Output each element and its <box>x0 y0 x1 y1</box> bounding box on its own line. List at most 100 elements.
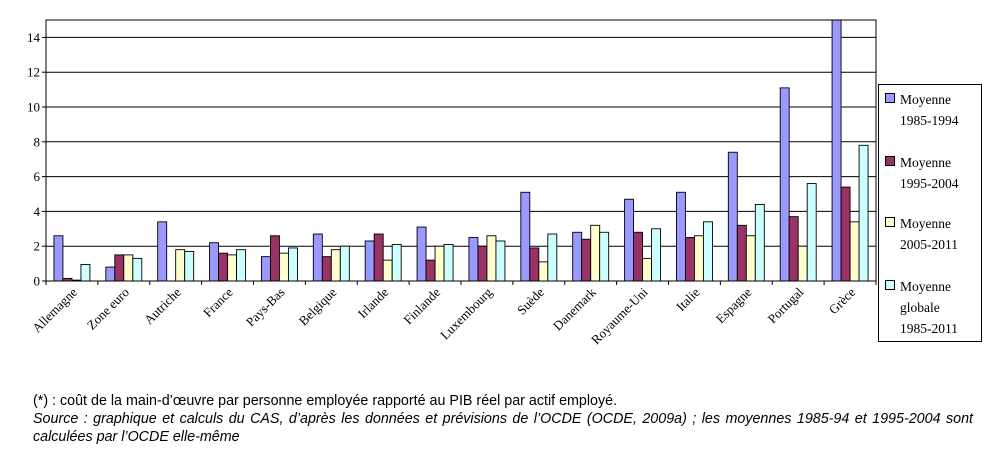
bar <box>702 221 713 282</box>
x-tick-label: Finlande <box>400 284 443 327</box>
bar <box>468 237 479 282</box>
bar <box>330 249 341 282</box>
bar <box>269 235 280 282</box>
bar <box>321 256 332 282</box>
caption-note: (*) : coût de la main-d’œuvre par person… <box>33 393 618 409</box>
bar <box>416 226 427 282</box>
bar <box>520 191 531 282</box>
x-tick-label: Suède <box>514 284 547 317</box>
bar <box>114 254 125 282</box>
legend-label: Moyenne 2005-2011 <box>900 216 958 252</box>
bar <box>590 224 601 282</box>
x-tick-label: Irlande <box>355 284 392 321</box>
legend-swatch <box>885 156 895 166</box>
bar <box>443 244 454 282</box>
y-tick-label: 6 <box>34 169 41 184</box>
x-tick-label: Pays-Bas <box>243 285 288 330</box>
bar <box>547 233 558 282</box>
bar <box>434 245 445 282</box>
bar <box>80 264 91 282</box>
y-tick-label: 14 <box>27 30 41 45</box>
bar <box>727 151 738 282</box>
bar <box>788 216 799 282</box>
legend-swatch <box>885 280 895 290</box>
bar <box>599 231 610 282</box>
bar <box>382 259 393 282</box>
bar <box>642 257 653 282</box>
figure-caption: (*) : coût de la main-d’œuvre par person… <box>33 392 973 446</box>
bar <box>736 224 747 282</box>
legend-label: Moyenne 1985-1994 <box>900 92 959 128</box>
bar <box>538 261 549 282</box>
x-tick-label: Belgique <box>296 284 340 328</box>
y-tick-label: 8 <box>34 134 41 149</box>
bar <box>209 242 220 282</box>
x-tick-label: Zone euro <box>84 285 132 333</box>
legend-swatch <box>885 93 895 103</box>
caption-source: Source : graphique et calculs du CAS, d’… <box>33 411 973 445</box>
legend: Moyenne 1985-1994 Moyenne 1995-2004 Moye… <box>878 84 982 342</box>
legend-label: Moyenne 1995-2004 <box>900 155 959 191</box>
bar <box>260 256 271 282</box>
bar <box>529 247 540 282</box>
bar <box>227 254 238 282</box>
bar <box>693 235 704 282</box>
x-axis-categories: Allemagne Zone euro Autriche France Pays-Bas… <box>29 281 877 347</box>
bar <box>495 240 506 282</box>
bar <box>651 228 662 282</box>
bar <box>572 231 583 282</box>
bar <box>123 254 134 282</box>
bar <box>675 191 686 282</box>
x-tick-label: Italie <box>673 284 703 314</box>
y-tick-label: 0 <box>34 274 41 289</box>
y-tick-label: 10 <box>27 100 40 115</box>
bar <box>157 221 168 282</box>
legend-swatch <box>885 217 895 227</box>
bar <box>745 235 756 282</box>
bar <box>806 183 817 282</box>
bar <box>581 238 592 282</box>
bar <box>236 249 247 282</box>
x-tick-label: Espagne <box>713 284 755 326</box>
bar <box>624 198 635 282</box>
bar <box>373 233 384 282</box>
bar <box>858 144 869 282</box>
bar <box>633 231 644 282</box>
x-tick-label: Royaume-Uni <box>588 284 651 347</box>
bar <box>797 245 808 282</box>
bar <box>840 186 851 282</box>
x-tick-label: France <box>200 284 236 320</box>
bar <box>477 245 488 282</box>
bar <box>184 250 195 282</box>
bar <box>849 221 860 282</box>
bar <box>831 19 842 282</box>
bar <box>218 252 229 282</box>
bar <box>312 233 323 282</box>
y-axis-ticks: 0 2 4 6 8 10 12 14 <box>27 30 46 289</box>
bars <box>53 19 869 282</box>
x-tick-label: Danemark <box>550 284 599 333</box>
bar <box>391 244 402 282</box>
bar <box>754 203 765 282</box>
x-tick-label: Autriche <box>141 284 184 327</box>
bar <box>53 235 64 282</box>
y-tick-label: 4 <box>34 204 41 219</box>
bar <box>287 247 298 282</box>
bar <box>779 87 790 282</box>
bar <box>486 235 497 282</box>
x-tick-label: Luxembourg <box>437 284 495 342</box>
y-tick-label: 2 <box>34 239 41 254</box>
bar <box>425 259 436 282</box>
bar <box>339 245 350 282</box>
bar <box>105 266 116 282</box>
x-tick-label: Portugal <box>765 284 807 326</box>
x-tick-label: Grèce <box>826 284 859 317</box>
gridlines <box>46 36 876 247</box>
bar <box>132 257 143 282</box>
y-tick-label: 12 <box>27 65 40 80</box>
bar <box>278 252 289 282</box>
bar <box>175 249 186 282</box>
bar <box>364 240 375 282</box>
legend-label: Moyenne globale 1985-2011 <box>900 279 958 336</box>
